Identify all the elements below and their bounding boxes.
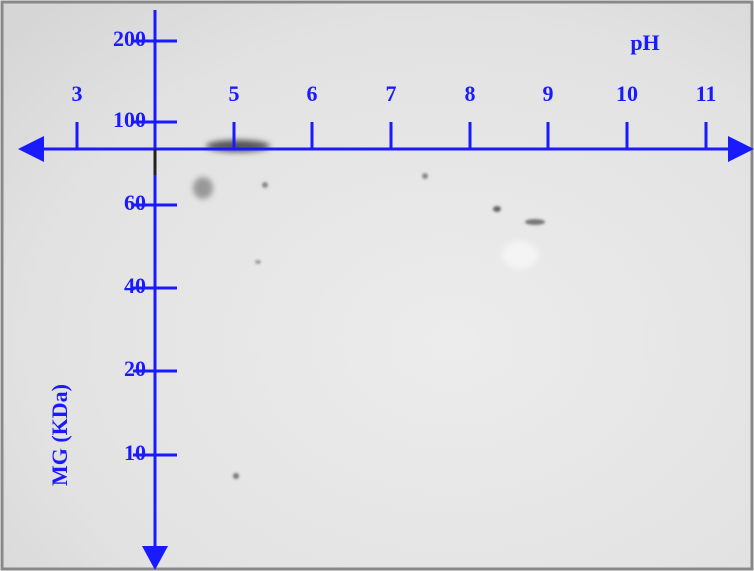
spot	[193, 177, 213, 199]
spot	[262, 182, 268, 188]
y-tick-label: 60	[124, 190, 146, 215]
x-tick-label: 6	[307, 81, 318, 106]
x-tick-label: 10	[616, 81, 638, 106]
x-tick-label: 9	[543, 81, 554, 106]
y-axis-title: MG (KDa)	[47, 384, 72, 486]
spot	[493, 206, 501, 212]
x-axis-title: pH	[630, 30, 659, 55]
y-tick-label: 100	[113, 107, 146, 132]
y-tick-label: 40	[124, 273, 146, 298]
spot	[502, 241, 538, 269]
x-tick-label: 8	[465, 81, 476, 106]
spot	[255, 260, 261, 264]
x-tick-label: 11	[696, 81, 717, 106]
spot	[422, 173, 428, 179]
y-tick-label: 200	[113, 26, 146, 51]
y-tick-label: 10	[124, 440, 146, 465]
page: pH MG (KDa) 356789101120010060402010 (()…	[0, 0, 754, 571]
spot	[233, 473, 239, 479]
x-tick-label: 3	[72, 81, 83, 106]
gel-background	[2, 2, 752, 569]
x-tick-label: 7	[386, 81, 397, 106]
x-tick-label: 5	[229, 81, 240, 106]
gel-figure: pH MG (KDa) 3 5 6 7 8 9 10 11 200 100 60 40 20 10	[0, 0, 754, 571]
spot	[525, 219, 545, 225]
y-tick-label: 20	[124, 356, 146, 381]
